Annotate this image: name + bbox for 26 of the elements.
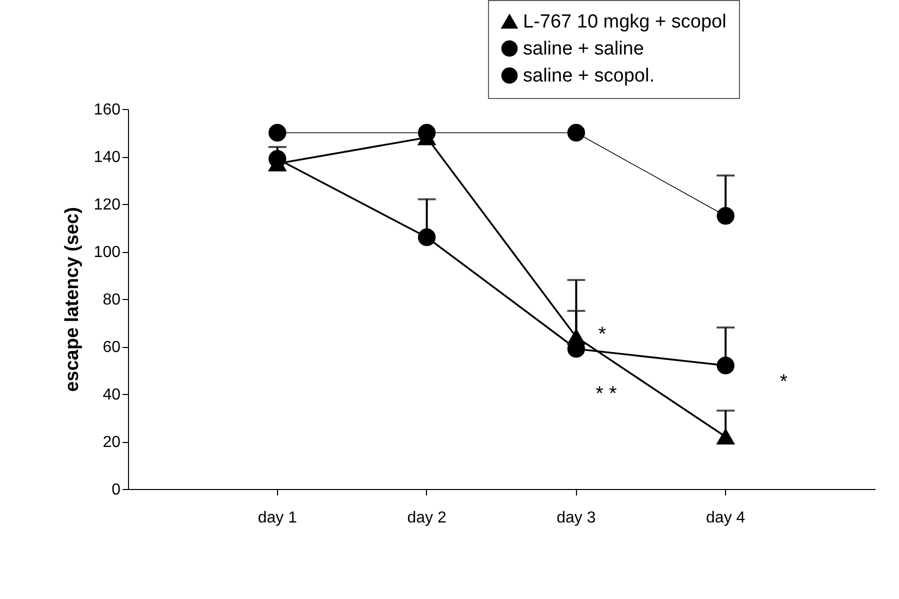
point [567, 124, 586, 142]
y-axis-title: escape latency (sec) [62, 207, 83, 392]
annotation: * [598, 324, 606, 346]
y-tick-label: 120 [94, 196, 121, 214]
x-tick-label: day 1 [258, 510, 298, 526]
annotation: * [780, 371, 788, 394]
point [418, 228, 436, 246]
y-tick-label: 40 [102, 386, 121, 404]
y-tick-label: 0 [112, 482, 121, 498]
legend-label: saline + saline [523, 38, 644, 60]
y-tick-label: 140 [94, 149, 121, 166]
point [716, 207, 734, 225]
point [716, 356, 734, 374]
y-tick-label: 80 [102, 292, 121, 308]
y-tick-label: 20 [102, 434, 121, 451]
y-tick-label: 60 [102, 339, 121, 356]
x-tick-label: day 3 [556, 510, 596, 526]
annotation: * * [596, 383, 617, 405]
y-tick-label: 160 [94, 102, 121, 118]
y-tick-label: 100 [94, 244, 121, 261]
point [268, 124, 286, 142]
legend-label: saline + scopol. [523, 66, 654, 86]
x-tick-label: day 2 [407, 510, 446, 526]
point [716, 428, 734, 445]
legend-label: L-767 10 mgkg + scopol [523, 12, 726, 32]
x-tick-label: day 4 [706, 510, 746, 526]
